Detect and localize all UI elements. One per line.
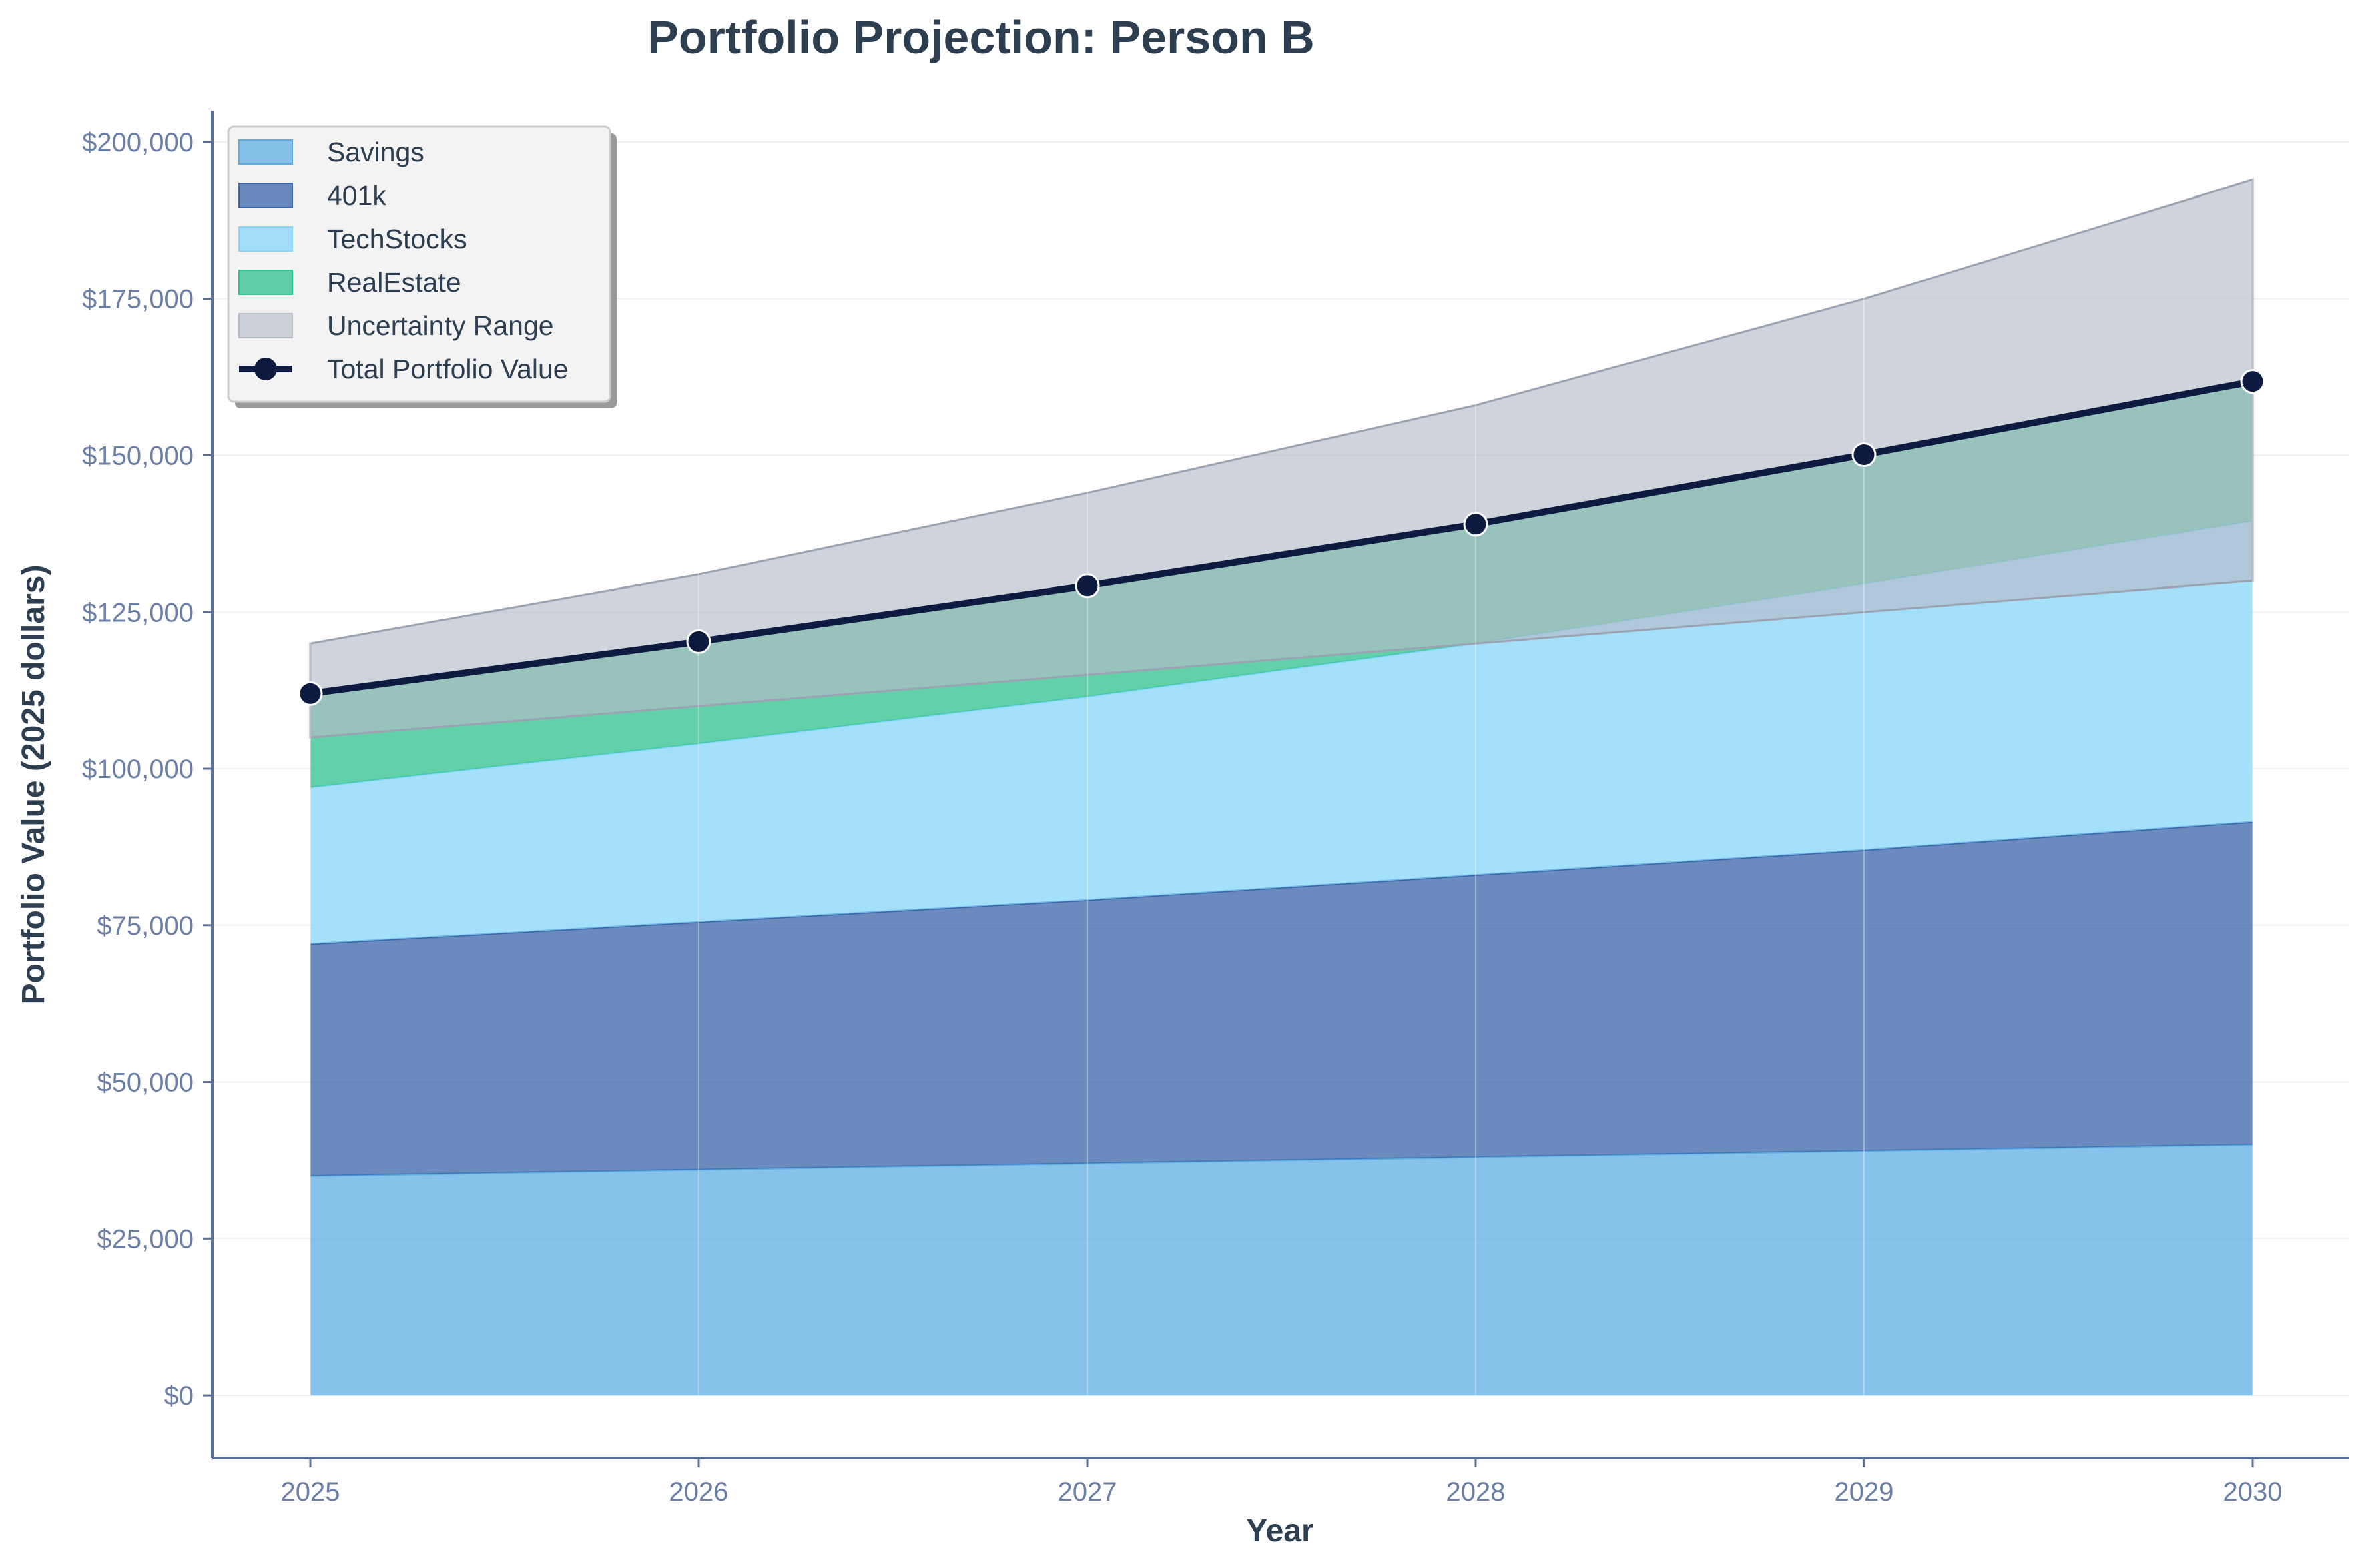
legend-label: Savings	[327, 137, 424, 167]
uncertainty-range-area	[309, 178, 2254, 739]
total-point	[686, 629, 711, 654]
y-ticks: $0 $25,000 $50,000 $75,000 $100,000 $125,000 $…	[82, 128, 212, 1411]
y-tick-label: $25,000	[97, 1224, 194, 1254]
y-tick-label: $125,000	[82, 598, 194, 627]
area-savings	[310, 1144, 2253, 1396]
y-tick-label: $175,000	[82, 285, 194, 314]
uncertainty-band	[309, 178, 2254, 739]
legend-label: Total Portfolio Value	[327, 354, 569, 384]
legend-swatch	[238, 183, 293, 208]
y-tick-label: $200,000	[82, 128, 194, 157]
area-techstocks	[310, 521, 2253, 944]
area-edge-savings	[310, 1143, 2253, 1177]
x-axis-title: Year	[1246, 1513, 1313, 1549]
y-tick-label: $0	[164, 1381, 194, 1411]
total-point	[1463, 512, 1488, 537]
legend-label: 401k	[327, 180, 386, 211]
legend-label: RealEstate	[327, 267, 461, 298]
legend-label: Uncertainty Range	[327, 310, 554, 341]
y-tick-label: $50,000	[97, 1068, 194, 1098]
chart-title: Portfolio Projection: Person B	[647, 11, 1315, 63]
legend-box	[227, 125, 611, 403]
y-tick-label: $150,000	[82, 441, 194, 470]
y-tick-label: $75,000	[97, 911, 194, 941]
legend-swatch	[238, 270, 293, 295]
total-point	[298, 681, 323, 706]
vertical-grid	[310, 111, 2253, 1458]
total-point	[2240, 369, 2265, 394]
total-line	[298, 369, 2265, 706]
total-point	[1851, 442, 1877, 468]
area-401k	[310, 821, 2253, 1176]
legend-swatch	[238, 226, 293, 252]
x-tick-label: 2028	[1446, 1477, 1506, 1507]
x-tick-label: 2030	[2223, 1477, 2283, 1507]
x-tick-label: 2029	[1835, 1477, 1894, 1507]
x-tick-label: 2027	[1058, 1477, 1117, 1507]
y-axis-title: Portfolio Value (2025 dollars)	[16, 565, 51, 1005]
legend-swatch	[238, 313, 293, 338]
legend-swatch	[238, 139, 293, 165]
total-point	[1075, 573, 1100, 599]
axes	[211, 111, 2349, 1459]
legend: Savings 401k TechStocks RealEstate Uncertain…	[227, 125, 617, 408]
y-tick-label: $100,000	[82, 755, 194, 784]
legend-marker	[254, 358, 277, 380]
x-tick-label: 2025	[281, 1477, 340, 1507]
legend-label: TechStocks	[327, 224, 467, 254]
x-ticks: 2025 2026 2027 2028 2029 2030	[281, 1458, 2283, 1507]
x-tick-label: 2026	[669, 1477, 729, 1507]
total-portfolio-line	[310, 378, 2253, 697]
